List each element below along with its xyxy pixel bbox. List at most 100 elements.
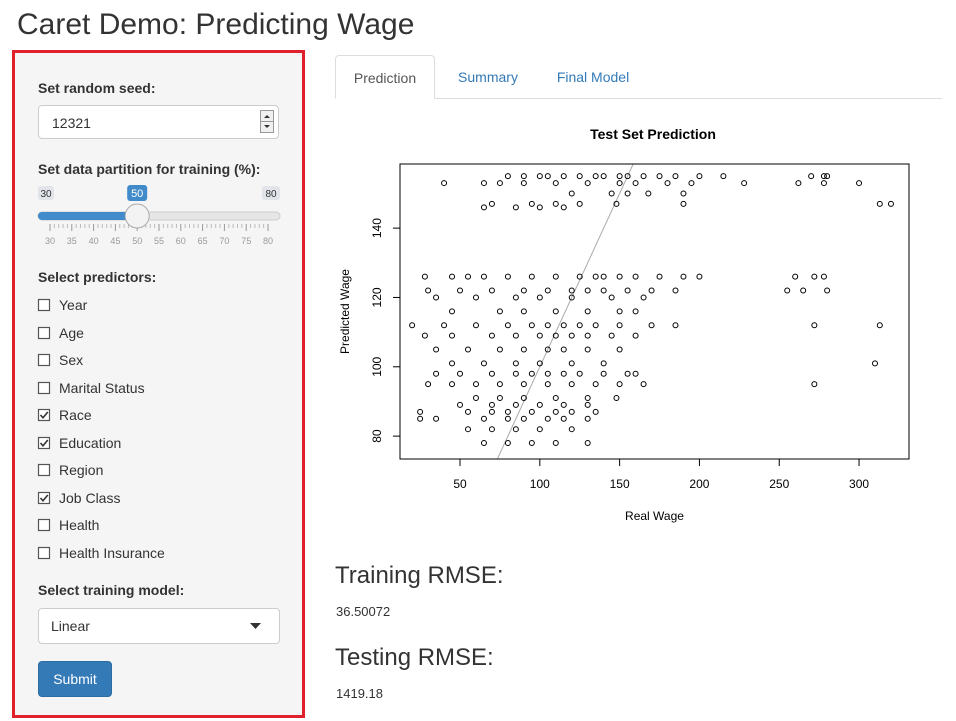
point xyxy=(421,332,428,339)
submit-button[interactable]: Submit xyxy=(38,661,112,697)
spinner-up[interactable] xyxy=(264,115,270,118)
y-axis-label: Predicted Wage xyxy=(338,269,352,354)
predictor-label[interactable]: Year xyxy=(59,297,88,313)
predictors-label: Select predictors: xyxy=(38,269,157,285)
reference-line xyxy=(496,164,634,459)
point xyxy=(457,370,464,377)
point xyxy=(433,294,440,301)
predictor-label[interactable]: Sex xyxy=(59,352,84,368)
point xyxy=(795,180,802,187)
point xyxy=(528,440,535,447)
checkbox[interactable] xyxy=(37,381,51,395)
y-tick-label: 140 xyxy=(370,218,384,238)
predictor-label[interactable]: Region xyxy=(59,462,104,478)
point xyxy=(560,322,567,329)
point xyxy=(560,346,567,353)
point xyxy=(584,346,591,353)
point xyxy=(480,180,487,187)
point xyxy=(449,308,456,315)
point xyxy=(811,381,818,388)
slider-tick-label: 35 xyxy=(67,236,77,246)
tab[interactable]: Final Model xyxy=(556,69,630,85)
checkbox[interactable] xyxy=(37,326,51,340)
point xyxy=(528,322,535,329)
point xyxy=(488,426,495,433)
partition-label: Set data partition for training (%): xyxy=(38,161,261,177)
point xyxy=(600,273,607,280)
checkbox[interactable] xyxy=(37,298,51,312)
checkbox-box xyxy=(37,408,51,422)
point xyxy=(568,332,575,339)
point xyxy=(811,322,818,329)
checkbox[interactable] xyxy=(37,491,51,505)
point xyxy=(624,287,631,294)
point xyxy=(536,360,543,367)
point xyxy=(504,322,511,329)
point xyxy=(560,415,567,422)
seed-spinner[interactable] xyxy=(260,110,275,134)
point xyxy=(472,394,479,401)
predictor-label[interactable]: Job Class xyxy=(59,489,121,506)
model-select[interactable] xyxy=(38,608,280,644)
tab[interactable]: Summary xyxy=(458,69,518,85)
point xyxy=(608,190,615,197)
checkmark xyxy=(39,438,49,447)
point xyxy=(552,440,559,447)
predictor-label[interactable]: Age xyxy=(59,324,84,341)
point xyxy=(512,332,519,339)
checkmark xyxy=(39,493,49,502)
partition-slider[interactable]: 30 80 50 30 35 40 45 50 55 60 65 70 75 80 xyxy=(30,180,290,252)
point xyxy=(584,401,591,408)
x-tick-label: 100 xyxy=(530,477,550,491)
point xyxy=(472,381,479,388)
seed-input[interactable] xyxy=(38,105,279,139)
point xyxy=(528,200,535,207)
checkbox[interactable] xyxy=(37,518,51,532)
point xyxy=(600,287,607,294)
point xyxy=(457,287,464,294)
tab[interactable]: Prediction xyxy=(335,55,435,99)
x-tick-label: 300 xyxy=(849,477,869,491)
point xyxy=(632,370,639,377)
point xyxy=(560,204,567,211)
point xyxy=(568,287,575,294)
point xyxy=(632,332,639,339)
point xyxy=(616,322,623,329)
predictor-label[interactable]: Marital Status xyxy=(59,379,145,396)
slider-tick-label: 70 xyxy=(219,236,229,246)
checkbox[interactable] xyxy=(37,463,51,477)
point xyxy=(648,287,655,294)
point xyxy=(433,346,440,353)
predictor-label[interactable]: Health Insurance xyxy=(59,544,165,561)
slider-handle[interactable] xyxy=(124,203,150,229)
point xyxy=(600,360,607,367)
point xyxy=(536,173,543,180)
checkbox-box xyxy=(37,463,51,477)
point xyxy=(632,308,639,315)
point xyxy=(784,287,791,294)
testing-title: Testing RMSE: xyxy=(335,644,494,671)
predictor-label[interactable]: Race xyxy=(59,407,92,423)
predictor-label[interactable]: Health xyxy=(59,517,100,533)
point xyxy=(504,173,511,180)
point xyxy=(584,287,591,294)
point xyxy=(449,273,456,280)
point xyxy=(696,273,703,280)
predictor-label[interactable]: Education xyxy=(59,434,122,451)
point xyxy=(552,273,559,280)
checkbox[interactable] xyxy=(37,546,51,560)
training-value: 36.50072 xyxy=(336,604,391,619)
point xyxy=(632,273,639,280)
checkbox[interactable] xyxy=(37,436,51,450)
point xyxy=(608,294,615,301)
point xyxy=(520,346,527,353)
spinner-down[interactable] xyxy=(264,125,270,128)
point xyxy=(536,294,543,301)
point xyxy=(472,294,479,301)
point xyxy=(872,360,879,367)
point xyxy=(616,173,623,180)
checkbox[interactable] xyxy=(37,408,51,422)
checkbox[interactable] xyxy=(37,353,51,367)
point xyxy=(820,173,827,180)
point xyxy=(616,346,623,353)
